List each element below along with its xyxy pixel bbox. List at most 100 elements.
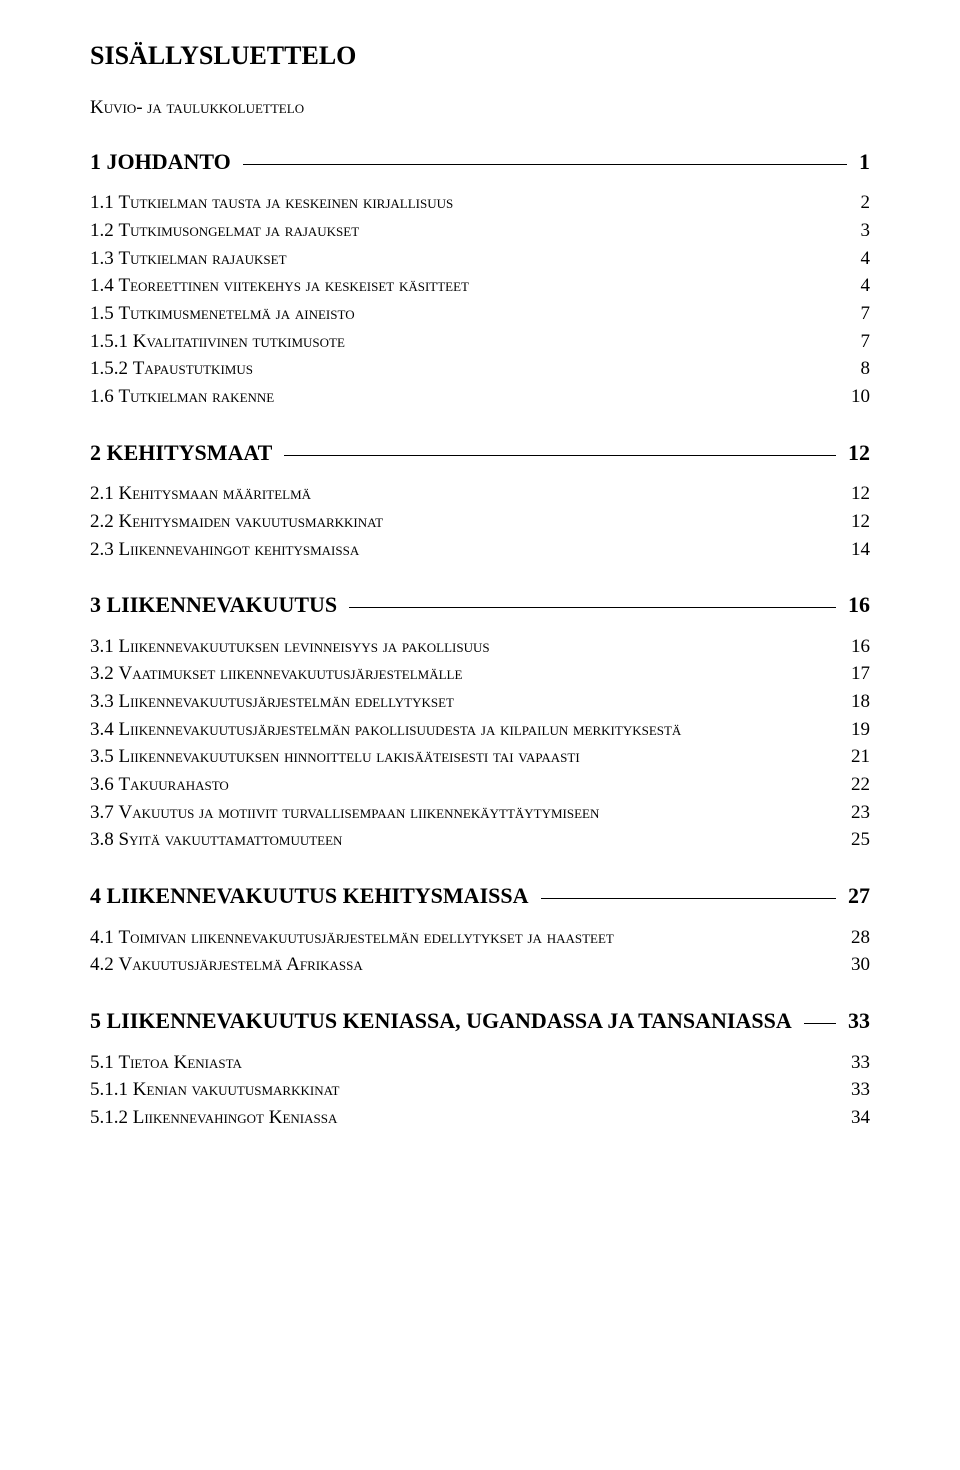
toc-line-prefix: 3.1 — [90, 636, 119, 657]
toc-line-page: 4 — [849, 246, 871, 272]
toc-line-label: 1.5 Tutkimusmenetelmä ja aineisto — [90, 301, 367, 327]
toc-line-label: 3.3 Liikennevakuutusjärjestelmän edellyt… — [90, 689, 466, 715]
toc-line-label: 3.6 Takuurahasto — [90, 772, 241, 798]
toc-line-label: 3.1 Liikennevakuutuksen levinneisyys ja … — [90, 634, 502, 660]
toc-line: 3.4 Liikennevakuutusjärjestelmän pakolli… — [90, 717, 870, 743]
toc-line-text: Liikennevakuutusjärjestelmän pakollisuud… — [119, 719, 682, 740]
toc-line: 4.2 Vakuutusjärjestelmä Afrikassa 30 — [90, 952, 870, 978]
toc-line-text: Kenian vakuutusmarkkinat — [133, 1079, 340, 1100]
toc-line-text: Tutkimusmenetelmä ja aineisto — [119, 303, 355, 324]
toc-line-prefix: 2.1 — [90, 483, 119, 504]
section-heading-label: 5 LIIKENNEVAKUUTUS KENIASSA, UGANDASSA J… — [90, 1006, 798, 1036]
toc-line-text: Liikennevakuutuksen hinnoittelu lakisäät… — [119, 746, 580, 767]
toc-line-label: 5.1 Tietoa Keniasta — [90, 1050, 254, 1076]
toc-line-text: Kehitysmaiden vakuutusmarkkinat — [119, 511, 384, 532]
toc-line: 3.3 Liikennevakuutusjärjestelmän edellyt… — [90, 689, 870, 715]
toc-line: 2.2 Kehitysmaiden vakuutusmarkkinat 12 — [90, 509, 870, 535]
section-heading-page: 33 — [842, 1006, 870, 1036]
section-heading-rule — [243, 164, 847, 165]
toc-line: 3.6 Takuurahasto22 — [90, 772, 870, 798]
toc-line-text: Toimivan liikennevakuutusjärjestelmän ed… — [119, 927, 614, 948]
toc-line-page: 18 — [839, 689, 870, 715]
toc-line-prefix: 1.2 — [90, 220, 119, 241]
section-heading-rule — [541, 898, 837, 899]
toc-line-page: 23 — [839, 800, 870, 826]
toc-line-page: 8 — [849, 356, 871, 382]
toc-line-label: 1.5.2 Tapaustutkimus — [90, 356, 265, 382]
toc-line: 4.1 Toimivan liikennevakuutusjärjestelmä… — [90, 925, 870, 951]
toc-line-prefix: 1.5 — [90, 303, 119, 324]
toc-line: 1.5.2 Tapaustutkimus 8 — [90, 356, 870, 382]
toc-line-text: Tutkielman tausta ja keskeinen kirjallis… — [119, 192, 454, 213]
section-heading-label: 1 JOHDANTO — [90, 147, 237, 177]
toc-line-text: Tutkielman rajaukset — [119, 248, 287, 269]
toc-line-label: 1.6 Tutkielman rakenne — [90, 384, 286, 410]
toc-line-text: Tietoa Keniasta — [119, 1052, 242, 1073]
toc-line-page: 7 — [849, 329, 871, 355]
section-items: 5.1 Tietoa Keniasta335.1.1 Kenian vakuut… — [90, 1050, 870, 1131]
toc-line-prefix: 1.6 — [90, 386, 119, 407]
toc-line: 1.2 Tutkimusongelmat ja rajaukset3 — [90, 218, 870, 244]
toc-line-label: 3.2 Vaatimukset liikennevakuutusjärjeste… — [90, 661, 474, 687]
toc-line-prefix: 1.3 — [90, 248, 119, 269]
toc-line-prefix: 1.5.1 — [90, 331, 133, 352]
toc-line-text: Syitä vakuuttamattomuuteen — [119, 829, 343, 850]
toc-line-label: 3.4 Liikennevakuutusjärjestelmän pakolli… — [90, 717, 839, 743]
toc-line-prefix: 4.2 — [90, 954, 119, 975]
toc-line-page: 28 — [839, 925, 870, 951]
toc-line-page: 2 — [849, 190, 871, 216]
toc-line-text: Liikennevahingot Keniassa — [133, 1107, 338, 1128]
toc-line-text: Teoreettinen viitekehys ja keskeiset käs… — [119, 275, 470, 296]
toc-line-prefix: 3.8 — [90, 829, 119, 850]
toc-line-prefix: 3.4 — [90, 719, 119, 740]
toc-line-label: 1.3 Tutkielman rajaukset — [90, 246, 299, 272]
toc-line-label: 3.7 Vakuutus ja motiivit turvallisempaan… — [90, 800, 611, 826]
toc-line-text: Kvalitatiivinen tutkimusote — [133, 331, 345, 352]
toc-line-text: Vakuutusjärjestelmä Afrikassa — [119, 954, 363, 975]
toc-line-label: 5.1.1 Kenian vakuutusmarkkinat — [90, 1077, 351, 1103]
section-heading-rule — [284, 455, 836, 456]
toc-line-page: 14 — [839, 537, 870, 563]
section-heading-rule — [804, 1023, 836, 1024]
toc-line-page: 16 — [839, 634, 870, 660]
toc-line: 1.6 Tutkielman rakenne10 — [90, 384, 870, 410]
toc-line: 3.8 Syitä vakuuttamattomuuteen 25 — [90, 827, 870, 853]
toc-line-prefix: 1.5.2 — [90, 358, 133, 379]
sub-heading: Kuvio- ja taulukkoluettelo — [90, 95, 870, 121]
toc-line-page: 30 — [839, 952, 870, 978]
toc-line-prefix: 1.4 — [90, 275, 119, 296]
page-title: SISÄLLYSLUETTELO — [90, 38, 870, 73]
toc-line-page: 3 — [849, 218, 871, 244]
toc-line-prefix: 5.1.1 — [90, 1079, 133, 1100]
toc-line: 2.1 Kehitysmaan määritelmä12 — [90, 481, 870, 507]
toc-line-page: 12 — [839, 509, 870, 535]
section-heading-page: 12 — [842, 438, 870, 468]
section-heading: 5 LIIKENNEVAKUUTUS KENIASSA, UGANDASSA J… — [90, 1006, 870, 1036]
toc-line: 5.1.1 Kenian vakuutusmarkkinat33 — [90, 1077, 870, 1103]
toc-line: 5.1 Tietoa Keniasta33 — [90, 1050, 870, 1076]
section-heading: 4 LIIKENNEVAKUUTUS KEHITYSMAISSA27 — [90, 881, 870, 911]
toc-line: 1.4 Teoreettinen viitekehys ja keskeiset… — [90, 273, 870, 299]
toc-line-label: 5.1.2 Liikennevahingot Keniassa — [90, 1105, 349, 1131]
toc-line-prefix: 2.2 — [90, 511, 119, 532]
toc-line-page: 34 — [839, 1105, 870, 1131]
section-items: 4.1 Toimivan liikennevakuutusjärjestelmä… — [90, 925, 870, 978]
toc-line: 1.5.1 Kvalitatiivinen tutkimusote 7 — [90, 329, 870, 355]
toc-line-label: 3.5 Liikennevakuutuksen hinnoittelu laki… — [90, 744, 592, 770]
toc-line-label: 1.1 Tutkielman tausta ja keskeinen kirja… — [90, 190, 465, 216]
toc-line-prefix: 5.1 — [90, 1052, 119, 1073]
toc-line-label: 1.5.1 Kvalitatiivinen tutkimusote — [90, 329, 357, 355]
section-heading-page: 27 — [842, 881, 870, 911]
toc-line: 1.1 Tutkielman tausta ja keskeinen kirja… — [90, 190, 870, 216]
toc-line-page: 25 — [839, 827, 870, 853]
toc-line-label: 3.8 Syitä vakuuttamattomuuteen — [90, 827, 354, 853]
toc-line-text: Kehitysmaan määritelmä — [119, 483, 312, 504]
toc-line-page: 17 — [839, 661, 870, 687]
toc-line-page: 19 — [839, 717, 870, 743]
toc-line: 3.7 Vakuutus ja motiivit turvallisempaan… — [90, 800, 870, 826]
section-heading: 1 JOHDANTO1 — [90, 147, 870, 177]
section-items: 1.1 Tutkielman tausta ja keskeinen kirja… — [90, 190, 870, 409]
section-heading: 3 LIIKENNEVAKUUTUS16 — [90, 590, 870, 620]
toc-line-text: Vakuutus ja motiivit turvallisempaan lii… — [119, 802, 600, 823]
toc-line-page: 7 — [849, 301, 871, 327]
